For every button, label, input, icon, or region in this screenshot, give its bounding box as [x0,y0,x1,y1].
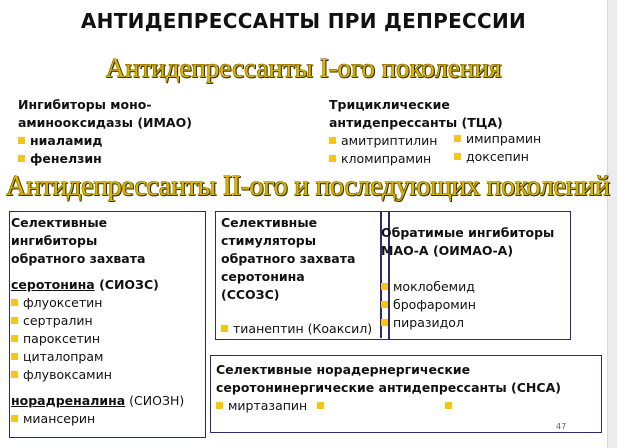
bullet-icon [445,402,453,409]
list-item: циталопрам [11,348,184,366]
list-item: фенелзин [18,150,192,168]
imao-title-2: аминооксидазы (ИМАО) [18,115,192,130]
list-item: амитриптилин [329,132,437,150]
gen1-heading: Антидепрессанты I-ого поколения [105,53,502,83]
list-item: пиразидол [381,314,554,332]
nassa-title-1: Селективные норадернергические [216,362,471,377]
bullet-icon [454,135,461,142]
list-item: моклобемид [381,278,554,296]
bullet-icon [11,353,18,360]
list-item: доксепин [454,148,529,166]
list-item: пароксетин [11,330,184,348]
ssre-title-2: стимуляторы [221,233,317,248]
rima-title-1: Обратимые ингибиторы [381,225,555,240]
list-item: тианептин (Коаксил) [221,320,372,338]
bullet-icon [329,137,336,144]
tca-group: Трициклические антидепрессанты (ТЦА) ами… [329,96,541,168]
bullet-icon [381,283,388,290]
ssri-title-1: Селективные [11,215,108,230]
bullet-icon [381,319,388,326]
ssri-title-2: ингибиторы [11,233,98,248]
ssri-title-3: обратного захвата [11,251,146,266]
ssre-title-1: Селективные [221,215,318,230]
bullet-icon [11,415,18,422]
bullet-icon [317,402,325,409]
list-item: имипрамин [454,130,541,148]
tca-title-2: антидепрессанты (ТЦА) [329,115,503,130]
ssri-norad-label: норадреналина (СИОЗН) [11,393,185,408]
nassa-title-2: серотонинергические антидепрессанты (СНС… [216,380,561,395]
scrollbar-strip [607,0,617,448]
list-item: кломипрамин [329,150,431,168]
imao-group: Ингибиторы моно- аминооксидазы (ИМАО) ни… [18,96,192,168]
list-item: сертралин [11,312,184,330]
bullet-icon [18,137,25,144]
bullet-icon [18,155,25,162]
ssre-box: Селективные стимуляторы обратного захват… [215,211,389,340]
bullet-icon [221,325,228,332]
list-item: брофаромин [381,296,554,314]
ssre-title-3: обратного захвата [221,251,356,266]
list-item: флувоксамин [11,366,184,384]
bullet-icon [11,299,18,306]
list-item: флуоксетин [11,294,184,312]
rima-box: Обратимые ингибиторы МАО-А (ОИМАО-А) мок… [381,211,571,340]
bullet-icon [216,402,223,409]
imao-title-1: Ингибиторы моно- [18,97,152,112]
bullet-icon [329,155,336,162]
bullet-icon [11,317,18,324]
bullet-icon [454,153,461,160]
slide-number: 47 [556,422,567,431]
divider [380,212,382,338]
tca-title-1: Трициклические [329,97,450,112]
gen2-heading: Антидепрессанты II-ого и последующих пок… [6,170,610,202]
rima-title-2: МАО-А (ОИМАО-А) [381,243,514,258]
list-item: миансерин [11,410,184,428]
ssre-title-5: (ССОЗС) [221,287,280,302]
ssri-serotonin-label: серотонина (СИОЗС) [11,277,159,292]
ssri-box: Селективные ингибиторы обратного захвата… [9,211,206,438]
ssre-title-4: серотонина [221,269,305,284]
bullet-icon [381,301,388,308]
list-item: миртазапин [216,397,561,415]
bullet-icon [11,335,18,342]
slide-title: АНТИДЕПРЕССАНТЫ ПРИ ДЕПРЕССИИ [80,9,527,33]
bullet-icon [11,371,18,378]
list-item: ниаламид [18,132,192,150]
nassa-box: Селективные норадернергические серотонин… [210,355,602,433]
